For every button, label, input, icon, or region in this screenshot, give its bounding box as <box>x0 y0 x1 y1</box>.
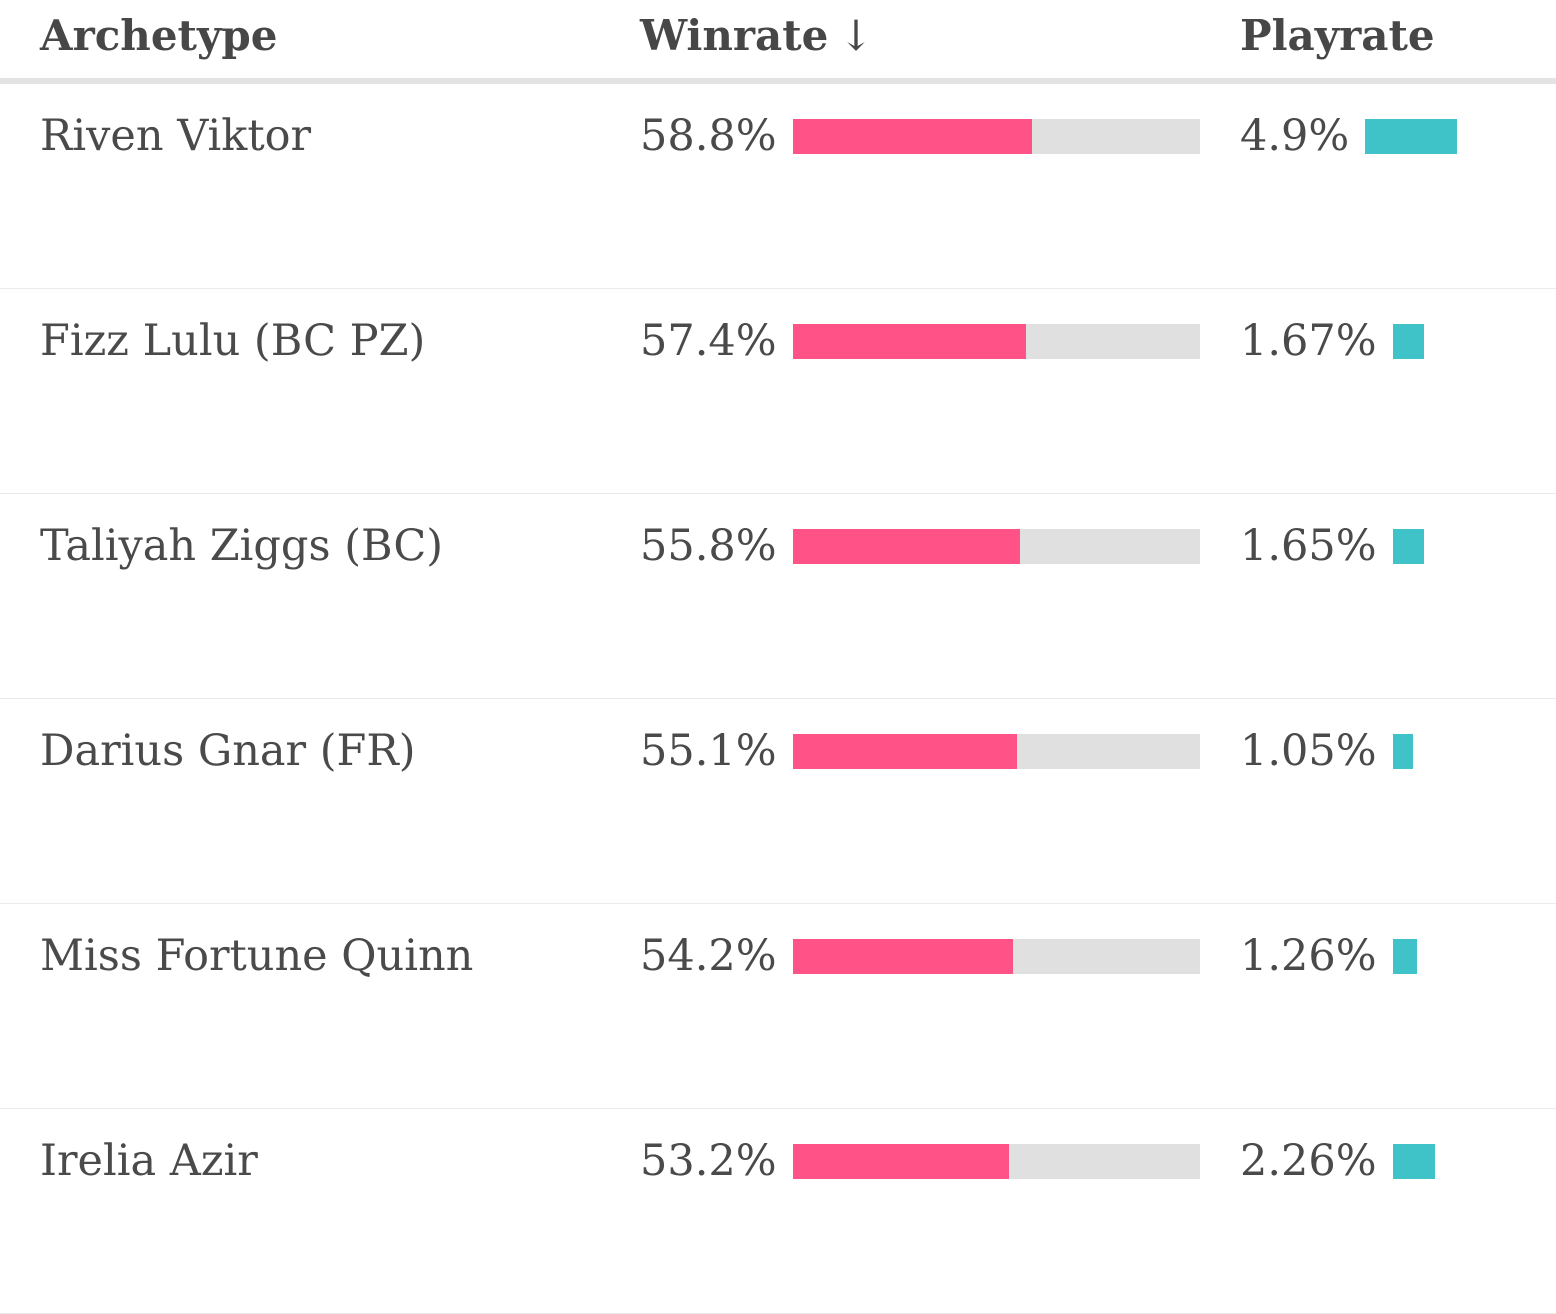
playrate-bar <box>1392 323 1424 359</box>
column-header-playrate-label: Playrate <box>1240 11 1435 60</box>
table-row[interactable]: Irelia Azir 53.2% 2.26% <box>0 1109 1556 1314</box>
column-header-winrate-label: Winrate <box>640 11 829 60</box>
playrate-cell: 4.9% <box>1240 108 1458 164</box>
playrate-cell: 1.05% <box>1240 723 1413 779</box>
playrate-cell: 1.67% <box>1240 313 1424 369</box>
winrate-cell: 54.2% <box>640 928 1200 984</box>
playrate-bar <box>1392 1143 1435 1179</box>
archetype-name: Darius Gnar (FR) <box>40 726 416 776</box>
table-header: Archetype Winrate ↓ Playrate <box>0 0 1556 84</box>
archetype-name: Irelia Azir <box>40 1136 258 1186</box>
table-row[interactable]: Fizz Lulu (BC PZ) 57.4% 1.67% <box>0 289 1556 494</box>
table-row[interactable]: Riven Viktor 58.8% 4.9% <box>0 84 1556 289</box>
winrate-bar-track <box>792 1143 1200 1179</box>
winrate-cell: 57.4% <box>640 313 1200 369</box>
playrate-value: 1.65% <box>1240 521 1377 571</box>
playrate-value: 4.9% <box>1240 111 1350 161</box>
winrate-value: 54.2% <box>640 931 777 981</box>
winrate-bar-fill <box>792 323 1027 359</box>
winrate-cell: 58.8% <box>640 108 1200 164</box>
playrate-bar <box>1392 733 1413 769</box>
column-header-playrate[interactable]: Playrate <box>1240 8 1435 64</box>
winrate-bar-fill <box>792 528 1020 564</box>
playrate-cell: 1.65% <box>1240 518 1424 574</box>
archetype-name: Taliyah Ziggs (BC) <box>40 521 444 571</box>
winrate-value: 55.8% <box>640 521 777 571</box>
archetype-name: Riven Viktor <box>40 111 312 161</box>
sort-descending-icon: ↓ <box>838 11 874 60</box>
winrate-cell: 55.1% <box>640 723 1200 779</box>
column-header-winrate[interactable]: Winrate ↓ <box>640 8 874 64</box>
column-header-archetype[interactable]: Archetype <box>40 8 277 64</box>
playrate-bar <box>1392 528 1424 564</box>
winrate-value: 58.8% <box>640 111 777 161</box>
playrate-value: 1.26% <box>1240 931 1377 981</box>
archetype-name: Fizz Lulu (BC PZ) <box>40 316 426 366</box>
winrate-value: 55.1% <box>640 726 777 776</box>
playrate-bar <box>1392 938 1417 974</box>
winrate-value: 57.4% <box>640 316 777 366</box>
playrate-value: 2.26% <box>1240 1136 1377 1186</box>
archetype-name: Miss Fortune Quinn <box>40 931 474 981</box>
winrate-bar-fill <box>792 938 1014 974</box>
playrate-cell: 1.26% <box>1240 928 1417 984</box>
playrate-bar <box>1365 118 1458 154</box>
winrate-cell: 53.2% <box>640 1133 1200 1189</box>
playrate-value: 1.05% <box>1240 726 1377 776</box>
playrate-value: 1.67% <box>1240 316 1377 366</box>
column-header-archetype-label: Archetype <box>40 11 278 60</box>
table-row[interactable]: Taliyah Ziggs (BC) 55.8% 1.65% <box>0 494 1556 699</box>
winrate-cell: 55.8% <box>640 518 1200 574</box>
winrate-bar-track <box>792 528 1200 564</box>
winrate-bar-track <box>792 938 1200 974</box>
winrate-bar-fill <box>792 733 1018 769</box>
winrate-bar-track <box>792 733 1200 769</box>
playrate-cell: 2.26% <box>1240 1133 1435 1189</box>
table-row[interactable]: Miss Fortune Quinn 54.2% 1.26% <box>0 904 1556 1109</box>
winrate-bar-fill <box>792 1143 1010 1179</box>
winrate-bar-track <box>792 118 1200 154</box>
winrate-value: 53.2% <box>640 1136 777 1186</box>
winrate-bar-track <box>792 323 1200 359</box>
table-row[interactable]: Darius Gnar (FR) 55.1% 1.05% <box>0 699 1556 904</box>
winrate-bar-fill <box>792 118 1033 154</box>
